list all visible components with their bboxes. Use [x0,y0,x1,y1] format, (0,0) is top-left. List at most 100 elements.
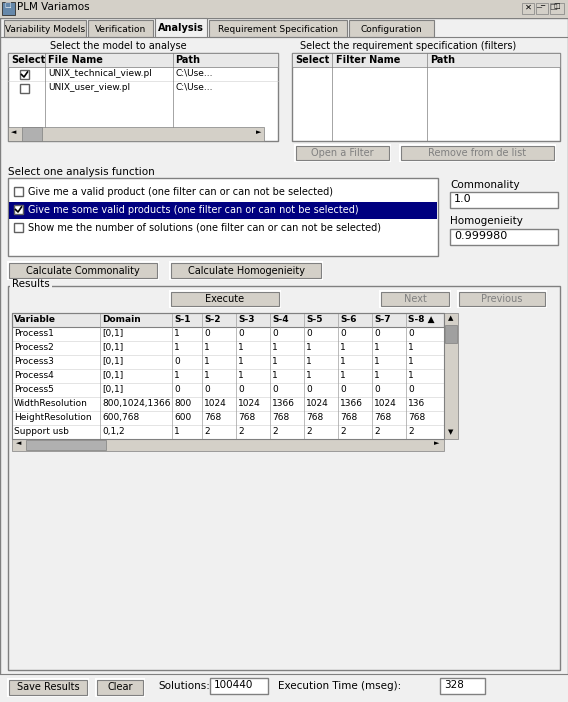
Text: ◄: ◄ [11,129,16,135]
Text: WidthResolution: WidthResolution [14,399,88,408]
Text: Homogenieity: Homogenieity [450,216,523,226]
Text: 2: 2 [408,427,414,436]
Text: Open a Filter: Open a Filter [311,148,374,158]
Bar [14,223,23,232]
Bar [12,355,444,369]
Text: Select: Select [11,55,45,65]
Text: 1024: 1024 [238,399,261,408]
Text: File Name: File Name [48,55,103,65]
Bar [2,2,15,15]
Text: 1: 1 [272,343,278,352]
Text: 1: 1 [340,343,346,352]
Text: S-1: S-1 [174,315,190,324]
Bar [10,282,52,290]
Text: Remove from de list: Remove from de list [428,148,527,158]
Text: Select the requirement specification (filters): Select the requirement specification (fi… [300,41,516,51]
Text: Select one analysis function: Select one analysis function [8,167,154,177]
Text: 800,1024,1366: 800,1024,1366 [102,399,170,408]
Text: 2: 2 [374,427,379,436]
Bar [292,53,560,67]
Bar [536,3,548,14]
Text: 768: 768 [238,413,255,422]
Text: 1: 1 [174,343,179,352]
Text: 1024: 1024 [374,399,397,408]
Text: C:\Use...: C:\Use... [175,69,212,78]
Text: Give me some valid products (one filter can or can not be selected): Give me some valid products (one filter … [28,205,358,215]
Text: S-4: S-4 [272,315,289,324]
Text: UNIX_technical_view.pl: UNIX_technical_view.pl [48,69,152,78]
Text: S-6: S-6 [340,315,357,324]
Bar [12,341,444,355]
Bar [26,440,106,450]
Text: 600,768: 600,768 [102,413,139,422]
Bar [14,187,23,196]
Text: Show me the number of solutions (one filter can or can not be selected): Show me the number of solutions (one fil… [28,223,381,233]
Text: 0: 0 [374,329,380,338]
Text: S-3: S-3 [238,315,254,324]
Bar [445,325,457,343]
Bar [22,127,42,141]
Bar [14,205,23,214]
Text: 2: 2 [204,427,210,436]
Text: 1.0: 1.0 [454,194,471,204]
Text: 1: 1 [374,371,380,380]
Bar [88,20,153,37]
Text: 1: 1 [306,343,312,352]
Bar [444,313,458,439]
Text: 1: 1 [340,371,346,380]
Bar [96,679,144,696]
Text: 1366: 1366 [340,399,363,408]
Bar [0,674,568,702]
Text: UNIX_user_view.pl: UNIX_user_view.pl [48,83,130,92]
Bar [12,411,444,425]
Text: Previous: Previous [481,294,523,304]
Text: 0.999980: 0.999980 [454,231,507,241]
Text: 328: 328 [444,680,464,690]
Text: 2: 2 [340,427,345,436]
Text: S-5: S-5 [306,315,323,324]
Text: [0,1]: [0,1] [102,343,123,352]
Text: 0: 0 [408,329,414,338]
Bar [450,192,558,208]
Text: C:\Use...: C:\Use... [175,83,212,92]
Text: 1: 1 [174,371,179,380]
Text: 0: 0 [204,385,210,394]
Text: Configuration: Configuration [361,25,423,34]
Text: Execution Time (mseg):: Execution Time (mseg): [278,681,401,691]
Text: ►: ► [256,129,261,135]
Text: 2: 2 [272,427,278,436]
Text: S-8 ▲: S-8 ▲ [408,315,435,324]
Text: Filter Name: Filter Name [336,55,400,65]
Bar [380,291,450,307]
Bar [12,397,444,411]
Text: HeightResolution: HeightResolution [14,413,91,422]
Text: 1: 1 [174,329,179,338]
Bar [450,229,558,245]
Text: Select: Select [295,55,329,65]
Bar [170,291,280,307]
Text: Variability Models: Variability Models [5,25,85,34]
Bar [0,0,568,18]
Text: 600: 600 [174,413,191,422]
Text: 0: 0 [238,329,244,338]
Bar [12,425,444,439]
Text: S-7: S-7 [374,315,391,324]
Text: 1: 1 [408,357,414,366]
Bar [8,127,264,141]
Text: Analysis: Analysis [158,23,204,33]
Text: Requirement Specification: Requirement Specification [218,25,338,34]
Text: 1: 1 [204,343,210,352]
Text: 0: 0 [238,385,244,394]
Text: 1: 1 [306,371,312,380]
Text: □: □ [549,2,557,11]
Text: Domain: Domain [102,315,141,324]
Text: ✕: ✕ [524,3,532,12]
Bar [97,680,143,695]
Bar [12,327,444,341]
Bar [12,369,444,383]
Bar [9,263,157,278]
Bar [296,146,389,160]
Text: ◄: ◄ [16,440,22,446]
Text: 0: 0 [204,329,210,338]
Bar [381,292,449,306]
